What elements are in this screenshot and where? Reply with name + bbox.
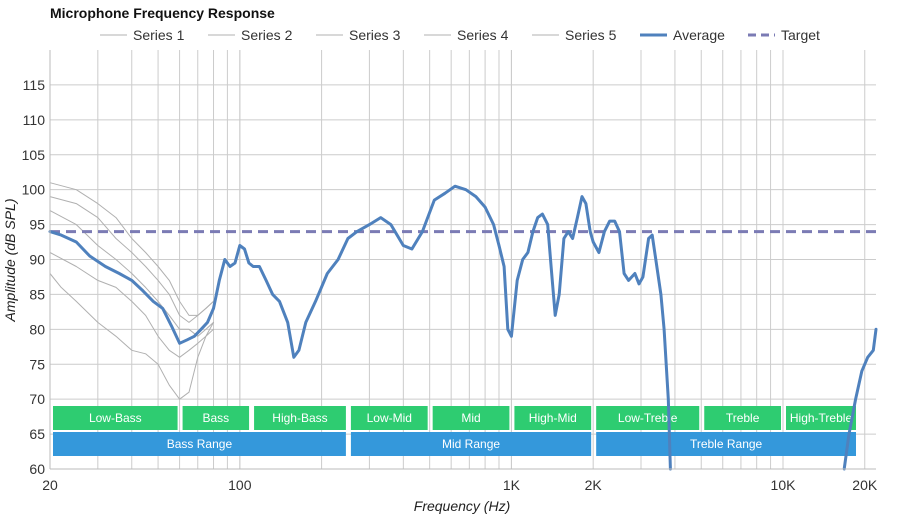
x-tick-label: 10K: [771, 477, 797, 493]
series-line-series-5: [49, 182, 214, 316]
x-tick-label: 20: [42, 477, 58, 493]
band-label: High-Mid: [529, 411, 577, 425]
band-label: High-Treble: [790, 411, 853, 425]
chart-title: Microphone Frequency Response: [50, 5, 275, 21]
band-label: Low-Treble: [618, 411, 678, 425]
band-high-treble: [786, 406, 856, 430]
band-treble-range: [596, 432, 856, 456]
band-bass-range: [53, 432, 346, 456]
x-tick-label: 100: [228, 477, 252, 493]
series-lines: [49, 182, 214, 400]
legend-label: Average: [673, 27, 725, 43]
y-tick-label: 85: [29, 286, 45, 302]
legend-label: Series 4: [457, 27, 509, 43]
y-tick-label: 60: [29, 461, 45, 477]
y-tick-label: 105: [22, 147, 46, 163]
series-line-average: [48, 184, 672, 471]
series-line-average-treble-tail: [842, 327, 878, 471]
band-label: Treble: [726, 411, 760, 425]
y-tick-label: 65: [29, 426, 45, 442]
band-low-treble: [596, 406, 700, 430]
x-tick-label: 20K: [852, 477, 878, 493]
y-tick-label: 95: [29, 217, 45, 233]
band-label: Low-Bass: [89, 411, 142, 425]
series-line-series-3: [49, 210, 214, 337]
band-label: High-Bass: [272, 411, 327, 425]
series-line-series-2: [49, 252, 214, 358]
axes: 60 65 70 75 80 85 90 95 100 105 110 115 20 100 1K 2K 10K…: [22, 50, 878, 493]
y-tick-label: 75: [29, 356, 45, 372]
frequency-bands: Low-Bass Bass High-Bass Low-Mid Mid High-Mid L…: [53, 406, 856, 456]
y-tick-label: 80: [29, 321, 45, 337]
y-tick-label: 70: [29, 391, 45, 407]
legend: Series 1 Series 2 Series 3 Series 4 Series 5…: [100, 27, 820, 43]
band-label: Treble Range: [690, 437, 763, 451]
x-tick-label: 1K: [503, 477, 521, 493]
band-label: Mid: [461, 411, 480, 425]
band-high-mid: [514, 406, 592, 430]
legend-label: Series 1: [133, 27, 185, 43]
average-line-group: [48, 184, 878, 471]
band-treble: [704, 406, 782, 430]
y-tick-label: 90: [29, 252, 45, 268]
band-label: Bass Range: [167, 437, 233, 451]
x-axis-label: Frequency (Hz): [414, 498, 510, 514]
x-tick-label: 2K: [585, 477, 603, 493]
y-tick-label: 100: [22, 182, 46, 198]
y-tick-label: 115: [23, 77, 46, 93]
band-low-bass: [53, 406, 178, 430]
y-tick-label: 110: [23, 112, 46, 128]
legend-label: Target: [781, 27, 820, 43]
series-line-series-1: [49, 273, 214, 400]
y-axis-label: Amplitude (dB SPL): [2, 199, 18, 323]
legend-label: Series 5: [565, 27, 617, 43]
band-label: Bass: [202, 411, 229, 425]
band-label: Low-Mid: [367, 411, 412, 425]
band-bass: [182, 406, 250, 430]
band-mid: [432, 406, 510, 430]
grid: [49, 50, 876, 470]
band-low-mid: [350, 406, 428, 430]
band-mid-range: [350, 432, 592, 456]
legend-label: Series 2: [241, 27, 293, 43]
band-label: Mid Range: [442, 437, 500, 451]
legend-label: Series 3: [349, 27, 401, 43]
band-high-bass: [254, 406, 346, 430]
